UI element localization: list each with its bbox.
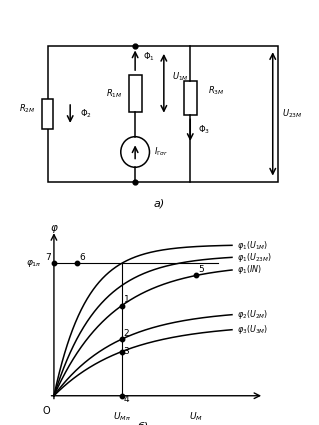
- Text: 5: 5: [198, 265, 204, 274]
- Text: 1: 1: [124, 295, 130, 304]
- Text: $I_{\Gamma\sigma r}$: $I_{\Gamma\sigma r}$: [154, 146, 168, 158]
- Text: $U_{M\pi}$: $U_{M\pi}$: [113, 410, 130, 422]
- Circle shape: [121, 137, 150, 167]
- Bar: [48, 46, 278, 182]
- Text: 4: 4: [124, 395, 129, 404]
- Text: 3: 3: [124, 347, 130, 356]
- Text: $\varphi_2(U_{2M})$: $\varphi_2(U_{2M})$: [237, 308, 268, 321]
- Text: $\varphi$: $\varphi$: [49, 223, 58, 235]
- Text: 2: 2: [124, 329, 129, 338]
- Bar: [184, 81, 197, 115]
- Bar: [129, 75, 142, 112]
- Text: 6: 6: [79, 253, 85, 262]
- Text: $\Phi_2$: $\Phi_2$: [80, 108, 92, 120]
- Text: $\varphi_1(IN)$: $\varphi_1(IN)$: [237, 264, 262, 277]
- Bar: [42, 99, 53, 129]
- Text: O: O: [43, 406, 51, 416]
- Text: $\varphi_1(U_{23M})$: $\varphi_1(U_{23M})$: [237, 251, 272, 264]
- Text: $\varphi_3(U_{3M})$: $\varphi_3(U_{3M})$: [237, 323, 268, 336]
- Text: 7: 7: [46, 253, 51, 262]
- Text: $R_{3M}$: $R_{3M}$: [208, 85, 224, 97]
- Text: $\varphi_{1\pi}$: $\varphi_{1\pi}$: [26, 258, 41, 269]
- Text: $U_{1M}$: $U_{1M}$: [172, 70, 189, 83]
- Text: $R_{2M}$: $R_{2M}$: [19, 102, 35, 115]
- Text: $U_M$: $U_M$: [189, 410, 203, 422]
- Text: $R_{1M}$: $R_{1M}$: [106, 87, 122, 100]
- Text: $U_{23M}$: $U_{23M}$: [282, 108, 303, 120]
- Text: $\Phi_3$: $\Phi_3$: [198, 124, 210, 136]
- Text: а): а): [154, 199, 165, 209]
- Text: $\varphi_1(U_{1M})$: $\varphi_1(U_{1M})$: [237, 239, 268, 252]
- Text: б): б): [137, 422, 149, 425]
- Text: $\Phi_1$: $\Phi_1$: [143, 51, 155, 63]
